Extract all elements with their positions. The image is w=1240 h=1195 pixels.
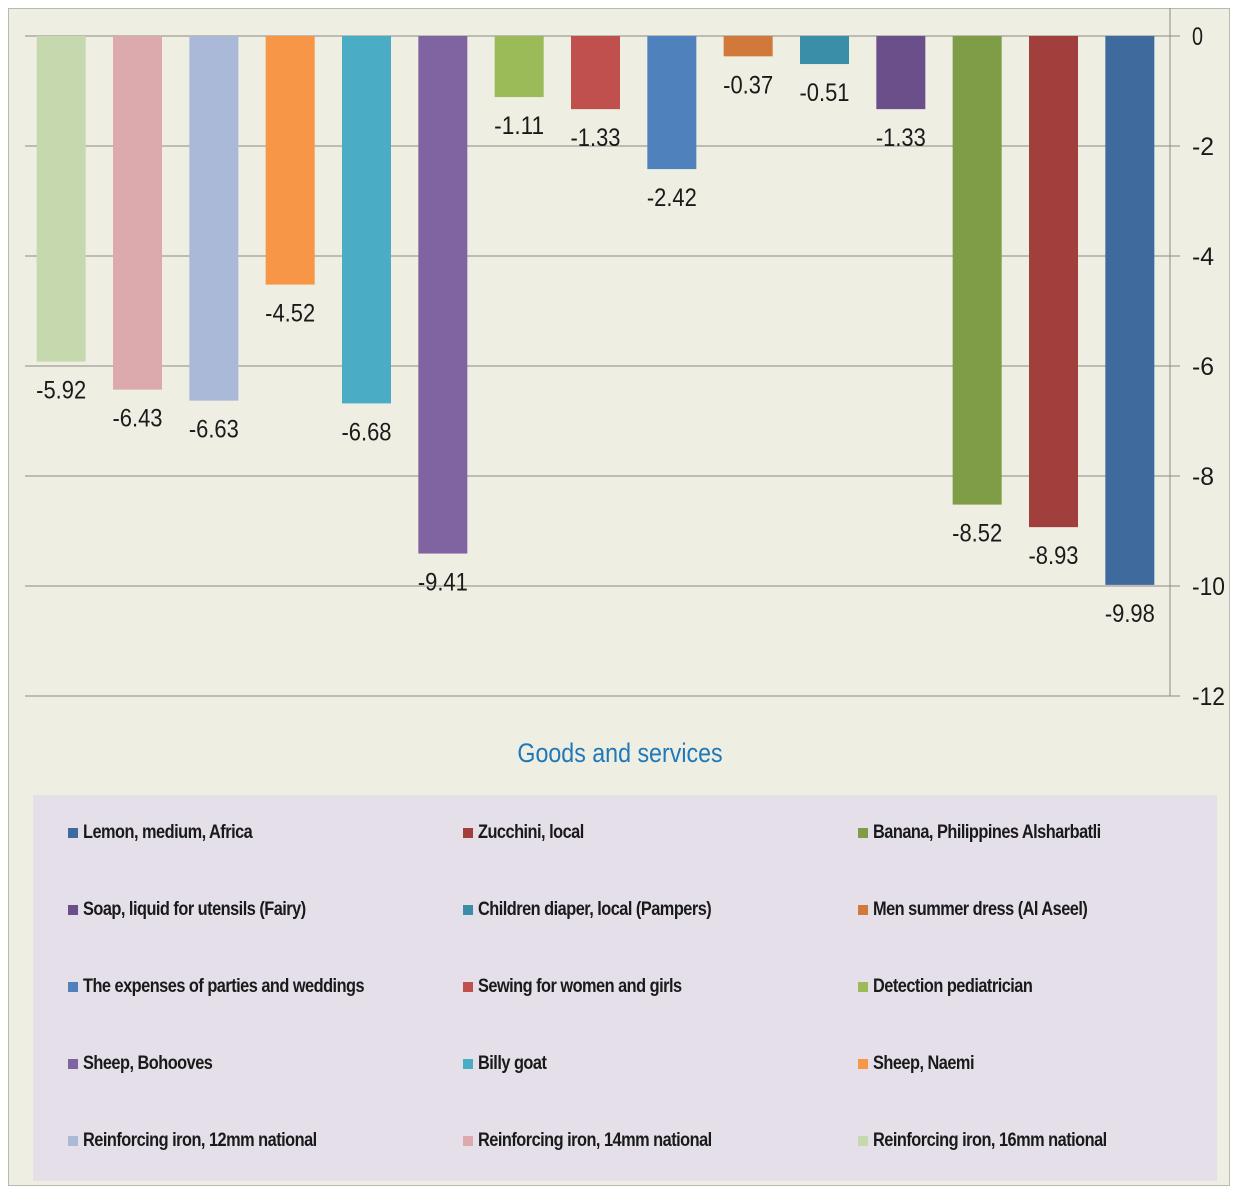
y-axis: 0 -2 -4 -6 -8 -10 -12 (1169, 8, 1225, 711)
legend-swatch (858, 905, 868, 915)
y-tick-label: 0 (1192, 23, 1203, 51)
data-label: -8.93 (1029, 542, 1079, 570)
legend-swatch (68, 982, 78, 992)
legend-label: Reinforcing iron, 16mm national (873, 1130, 1107, 1151)
legend-swatch (858, 1059, 868, 1069)
y-tick-label: -12 (1192, 683, 1225, 711)
legend-item: Soap, liquid for utensils (Fairy) (68, 896, 342, 924)
bars (36, 36, 1155, 585)
bar (189, 36, 239, 401)
legend-item: Reinforcing iron, 14mm national (463, 1127, 750, 1155)
legend-item: Sheep, Bohooves (68, 1050, 233, 1078)
data-labels: -5.92 -6.43 -6.63 -4.52 -6.68 -9.41 -1.11 -1.33… (36, 71, 1155, 628)
bar (571, 36, 620, 110)
legend-label: Soap, liquid for utensils (Fairy) (83, 899, 306, 920)
bar (494, 36, 544, 98)
legend-item: Reinforcing iron, 16mm national (858, 1127, 1145, 1155)
data-label: -2.42 (647, 184, 697, 212)
legend-swatch (68, 905, 78, 915)
legend-swatch (68, 1136, 78, 1146)
legend-item: Billy goat (463, 1050, 558, 1078)
data-label: -6.63 (189, 416, 239, 444)
legend-label: Banana, Philippines Alsharbatli (873, 822, 1101, 843)
legend-label: Lemon, medium, Africa (83, 822, 253, 843)
bar (876, 36, 926, 110)
x-axis-title: Goods and services (517, 738, 723, 768)
legend-swatch (858, 1136, 868, 1146)
bar (952, 36, 1002, 505)
legend-label: Billy goat (478, 1053, 547, 1074)
legend-label: Reinforcing iron, 12mm national (83, 1130, 317, 1151)
legend: Lemon, medium, Africa Zucchini, local Bana… (33, 795, 1217, 1181)
data-label: -0.51 (800, 79, 850, 107)
data-label: -1.33 (876, 124, 926, 152)
data-label: -9.98 (1105, 600, 1155, 628)
legend-swatch (463, 905, 473, 915)
legend-item: Men summer dress (Al Aseel) (858, 896, 1122, 924)
legend-swatch (463, 1059, 473, 1069)
data-label: -1.33 (571, 124, 621, 152)
y-tick-label: -4 (1192, 243, 1214, 271)
bar (1105, 36, 1155, 585)
legend-label: Sewing for women and girls (478, 976, 682, 997)
legend-swatch (68, 1059, 78, 1069)
legend-item: Lemon, medium, Africa (68, 819, 280, 847)
legend-label: The expenses of parties and weddings (83, 976, 365, 997)
bar (723, 36, 773, 57)
legend-swatch (858, 982, 868, 992)
data-label: -4.52 (265, 300, 315, 328)
legend-item: The expenses of parties and weddings (68, 973, 410, 1001)
y-tick-label: -8 (1192, 463, 1214, 491)
legend-item: Sewing for women and girls (463, 973, 715, 1001)
bar (113, 36, 162, 390)
legend-swatch (463, 982, 473, 992)
legend-item: Sheep, Naemi (858, 1050, 990, 1078)
legend-label: Sheep, Bohooves (83, 1053, 213, 1074)
data-label: -0.37 (723, 71, 773, 99)
bar (647, 36, 697, 170)
legend-swatch (858, 828, 868, 838)
legend-item: Children diaper, local (Pampers) (463, 896, 749, 924)
data-label: -1.11 (494, 112, 544, 140)
legend-item: Banana, Philippines Alsharbatli (858, 819, 1138, 847)
legend-label: Detection pediatrician (873, 976, 1033, 997)
bar (418, 36, 468, 554)
legend-swatch (463, 828, 473, 838)
legend-item: Reinforcing iron, 12mm national (68, 1127, 355, 1155)
legend-label: Zucchini, local (478, 822, 584, 843)
legend-item: Detection pediatrician (858, 973, 1058, 1001)
bar (36, 36, 86, 362)
legend-label: Men summer dress (Al Aseel) (873, 899, 1088, 920)
bar (1029, 36, 1078, 528)
data-label: -5.92 (36, 377, 86, 405)
legend-label: Reinforcing iron, 14mm national (478, 1130, 712, 1151)
legend-item: Zucchini, local (463, 819, 601, 847)
legend-swatch (68, 828, 78, 838)
bar (342, 36, 391, 404)
legend-swatch (463, 1136, 473, 1146)
data-label: -8.52 (952, 520, 1002, 548)
bar (800, 36, 849, 65)
data-label: -6.43 (113, 405, 163, 433)
y-tick-label: -10 (1192, 573, 1225, 601)
bar (265, 36, 315, 285)
y-tick-label: -2 (1192, 133, 1214, 161)
y-tick-label: -6 (1192, 353, 1214, 381)
legend-label: Sheep, Naemi (873, 1053, 974, 1074)
data-label: -6.68 (342, 418, 392, 446)
legend-label: Children diaper, local (Pampers) (478, 899, 712, 920)
data-label: -9.41 (418, 569, 468, 597)
